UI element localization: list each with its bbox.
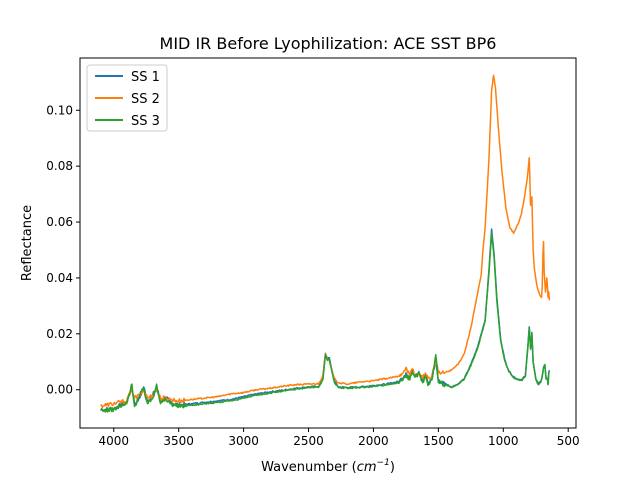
legend: SS 1 SS 2 SS 3 — [86, 64, 168, 132]
series-layer — [100, 74, 551, 413]
x-axis-label-prefix: Wavenumber ( — [261, 460, 357, 475]
x-tick-label: 2000 — [358, 434, 389, 448]
y-tick-label: 0.10 — [46, 103, 73, 117]
x-tick-label: 1500 — [423, 434, 454, 448]
series-line-ss3 — [100, 232, 551, 413]
x-tick-label: 4000 — [98, 434, 129, 448]
x-axis-label: Wavenumber (cm−1) — [261, 458, 395, 475]
y-axis: 0.00 0.02 0.04 0.06 0.08 0.10 — [46, 103, 80, 397]
x-tick-label: 500 — [557, 434, 580, 448]
chart-title: MID IR Before Lyophilization: ACE SST BP… — [160, 34, 497, 53]
y-tick-label: 0.00 — [46, 383, 73, 397]
y-axis-label: Reflectance — [20, 205, 35, 281]
y-tick-label: 0.08 — [46, 159, 73, 173]
x-tick-label: 2500 — [293, 434, 324, 448]
legend-label-ss3: SS 3 — [131, 114, 160, 129]
y-tick-label: 0.02 — [46, 327, 73, 341]
x-axis-label-math: cm — [357, 460, 377, 475]
legend-label-ss2: SS 2 — [131, 92, 160, 107]
x-axis-label-superscript: −1 — [377, 458, 390, 468]
y-tick-label: 0.04 — [46, 271, 73, 285]
x-axis-label-suffix: ) — [390, 460, 395, 475]
y-tick-label: 0.06 — [46, 215, 73, 229]
x-tick-label: 1000 — [488, 434, 519, 448]
x-tick-label: 3500 — [163, 434, 194, 448]
x-axis: 4000 3500 3000 2500 2000 1500 1000 500 — [98, 428, 580, 448]
x-tick-label: 3000 — [228, 434, 259, 448]
plot-frame — [79, 57, 577, 429]
legend-label-ss1: SS 1 — [131, 70, 160, 85]
legend-box — [86, 64, 168, 132]
